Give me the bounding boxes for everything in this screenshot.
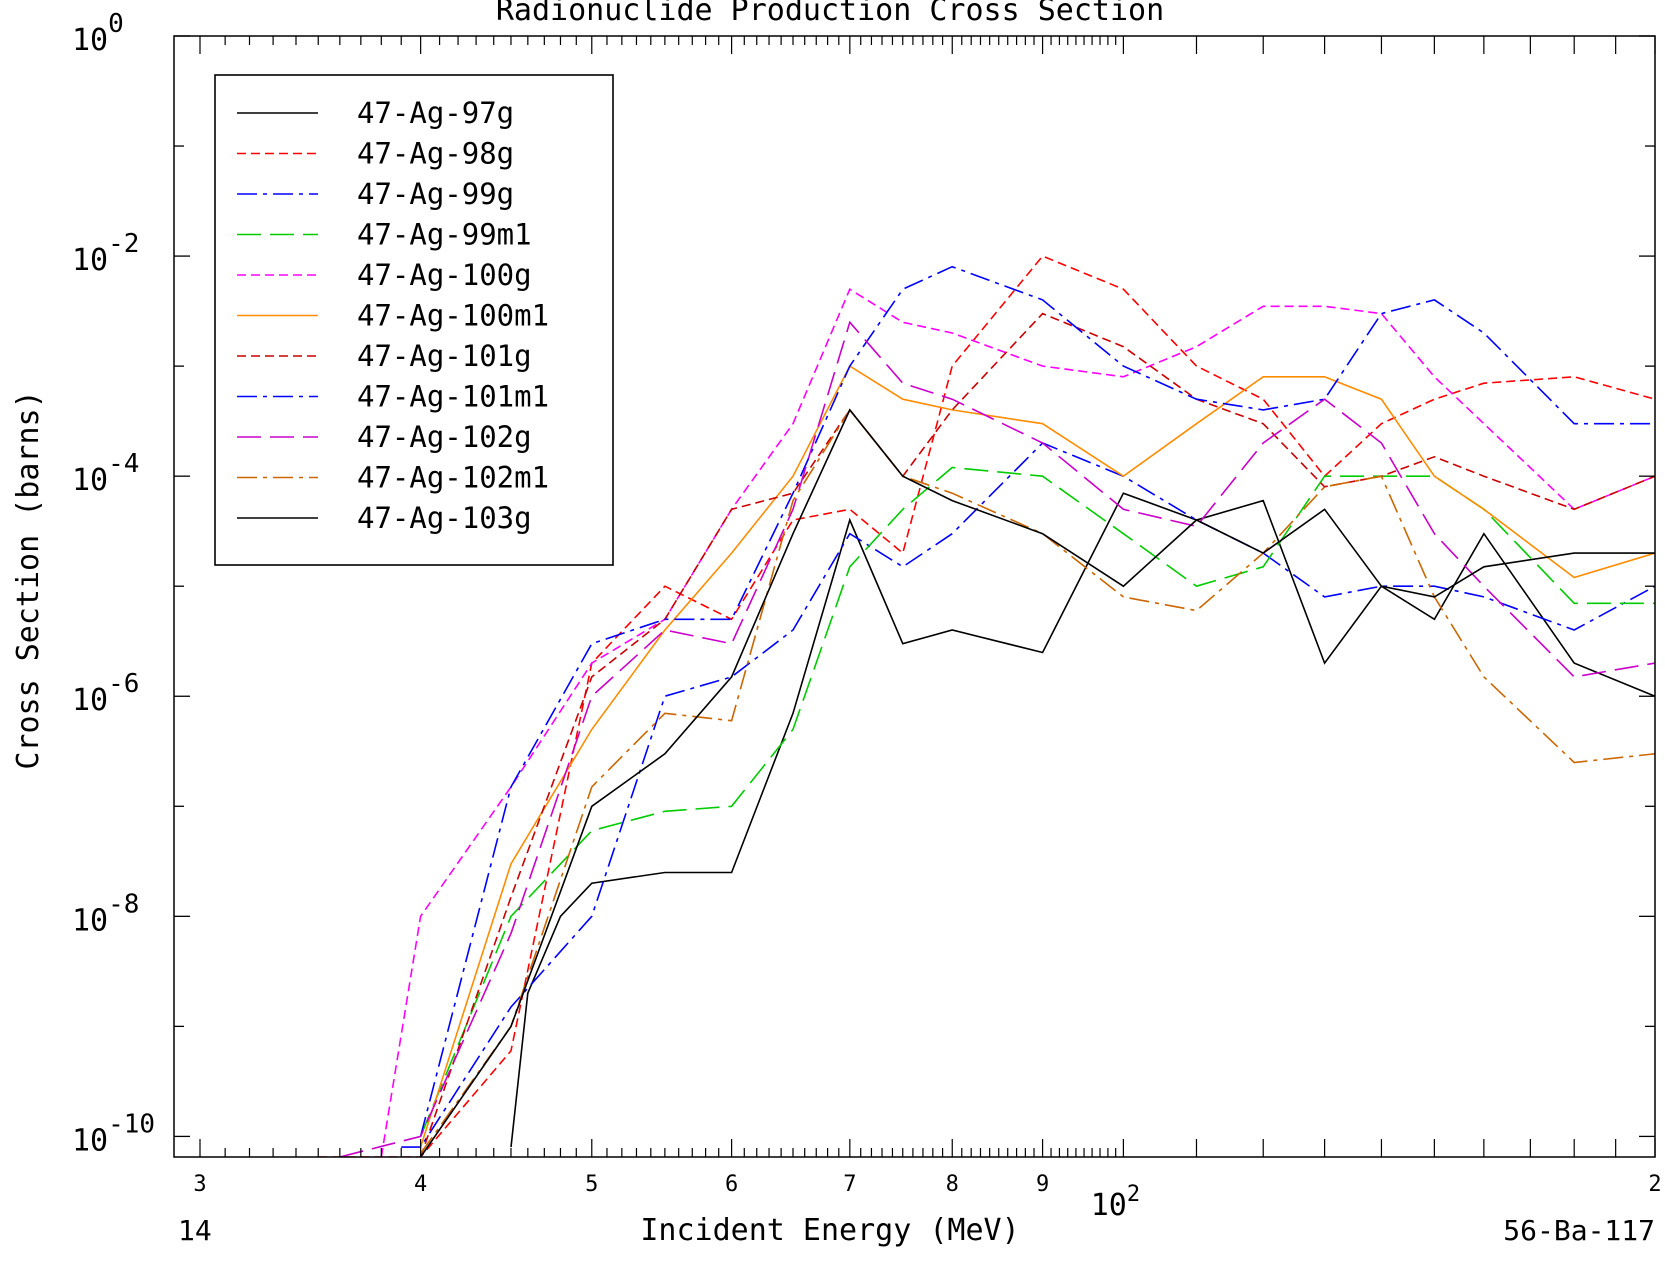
legend-entry-label: 47-Ag-100m1 [357,299,549,333]
y-axis-label: Cross Section (barns) [11,390,46,769]
x-tick-label: 5 [585,1172,598,1197]
plot-frame [173,35,1656,1158]
series-line-47-ag-101m1 [419,265,1655,1137]
series-line-47-ag-102g [339,320,1655,1157]
y-tick-base: 10 [72,1123,108,1158]
y-tick-exponent: -4 [108,449,139,479]
legend: 47-Ag-97g 47-Ag-98g 47-Ag-99g 47-Ag-99m1 47-… [214,74,614,566]
x-decade-tick-label: 102 [1091,1182,1140,1223]
legend-entry-label: 47-Ag-97g [357,96,514,130]
x-tick-label: 4 [414,1172,427,1197]
y-tick-label: 10-2 [72,229,139,278]
y-tick-label: 10-6 [72,669,139,718]
footer-left-label: 14 [178,1214,212,1247]
x-axis-label: Incident Energy (MeV) [640,1213,1019,1248]
legend-entry-label: 47-Ag-102g [357,420,532,454]
legend-entry-label: 47-Ag-99m1 [357,218,532,252]
y-tick-label: 100 [72,9,124,58]
series-layer [318,255,1655,1157]
y-tick-base: 10 [72,683,108,718]
y-tick-base: 10 [72,23,108,58]
x-tick-label: 6 [725,1172,738,1197]
y-tick-base: 10 [72,243,108,278]
y-tick-label: 10-8 [72,889,139,938]
y-tick-exponent: -8 [108,889,139,919]
x-tick-label: 9 [1036,1172,1049,1197]
series-line-47-ag-100g [380,288,1655,1157]
chart-title: Radionuclide Production Cross Section [496,0,1164,28]
y-tick-exponent: -6 [108,669,139,699]
x-tick-label: 2 [1648,1172,1661,1197]
x-decade-base: 10 [1091,1188,1127,1223]
legend-box [214,74,614,566]
x-tick-label: 3 [193,1172,206,1197]
x-decade-exponent: 2 [1127,1182,1140,1207]
footer-right-label: 56-Ba-117 [1503,1214,1655,1247]
series-line-47-ag-99g [401,442,1655,1148]
legend-entry-label: 47-Ag-103g [357,501,532,535]
series-line-47-ag-97g [510,492,1655,1148]
legend-entry-label: 47-Ag-101m1 [357,380,549,414]
legend-entry-label: 47-Ag-102m1 [357,461,549,495]
x-tick-label: 8 [946,1172,959,1197]
y-tick-base: 10 [72,463,108,498]
legend-entry-label: 47-Ag-99g [357,177,514,211]
y-tick-exponent: -2 [108,229,139,259]
series-line-47-ag-100m1 [419,364,1655,1148]
legend-entry-label: 47-Ag-101g [357,339,532,373]
legend-entry-label: 47-Ag-100g [357,258,532,292]
y-tick-exponent: 0 [108,9,124,39]
series-line-47-ag-99m1 [419,466,1655,1137]
y-tick-exponent: -10 [108,1109,155,1139]
y-tick-label: 10-4 [72,449,139,498]
x-tick-label: 7 [843,1172,856,1197]
series-line-47-ag-103g [419,408,1655,1157]
legend-entry-label: 47-Ag-98g [357,137,514,171]
y-tick-base: 10 [72,903,108,938]
y-tick-label: 10-10 [72,1109,155,1158]
